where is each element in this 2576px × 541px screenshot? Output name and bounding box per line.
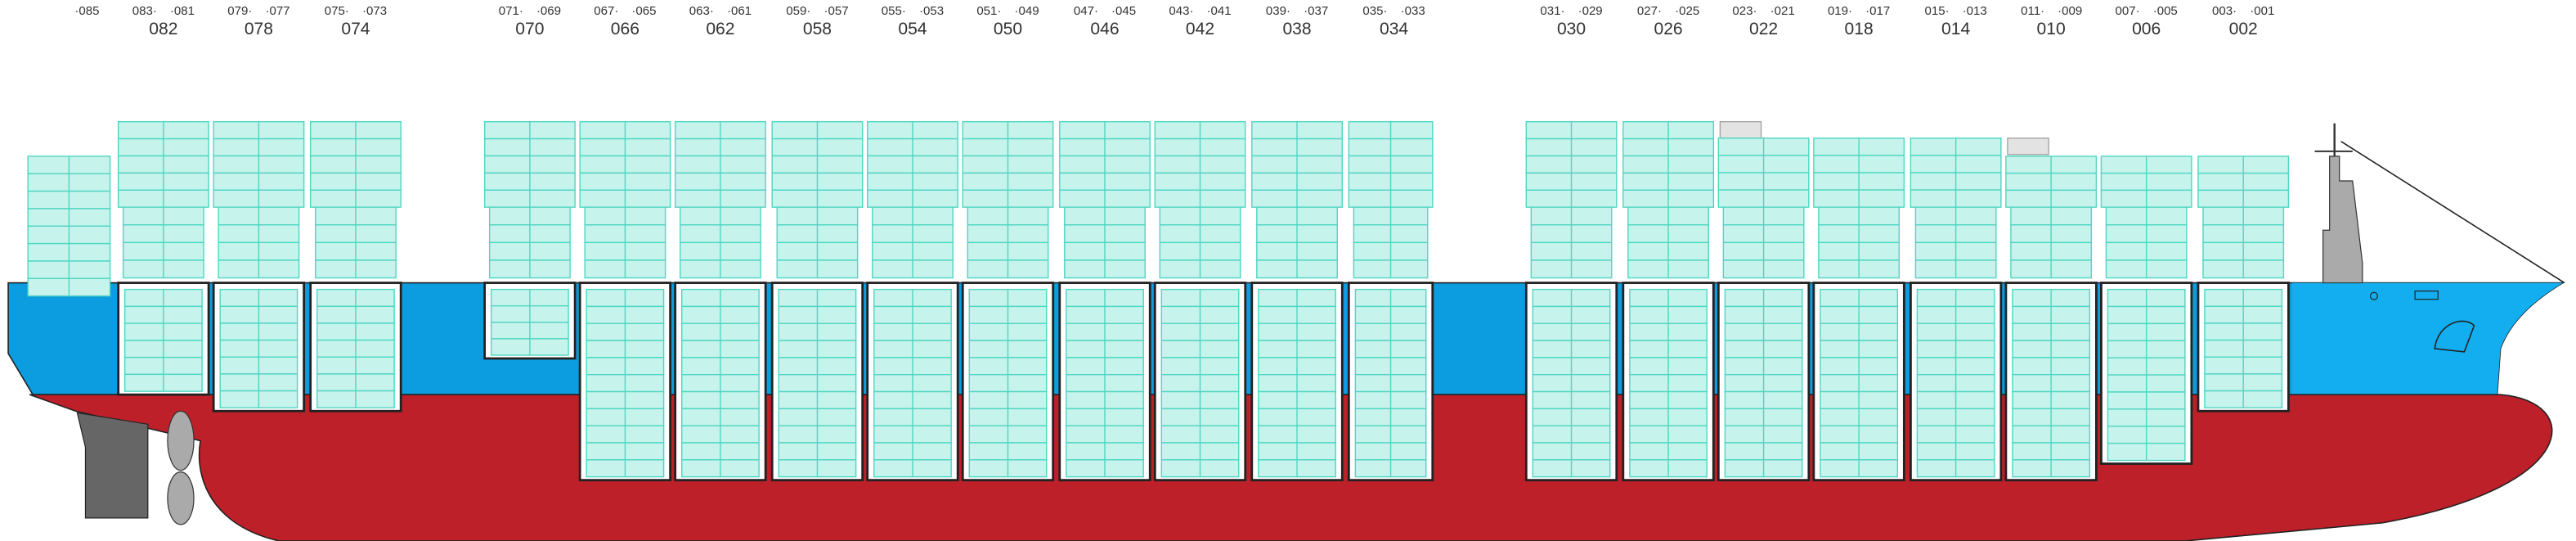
bulb-mark	[2434, 320, 2475, 353]
bay-odd-label: ·053	[919, 4, 944, 18]
bay-label: 014	[1941, 20, 1970, 38]
bay-odd-label: 059·	[786, 4, 810, 18]
bay-odd-label: ·061	[727, 4, 752, 18]
bow-mark	[2369, 291, 2378, 300]
bay-label: 082	[149, 20, 177, 38]
bay-odd-label: ·021	[1770, 4, 1795, 18]
bay-odd-label: 031·	[1540, 4, 1564, 18]
bay-odd-label: 023·	[1732, 4, 1757, 18]
bay-odd-label: 027·	[1637, 4, 1662, 18]
bay-odd-label: ·057	[824, 4, 848, 18]
forestay	[2340, 141, 2565, 284]
hull-topside-fore	[2291, 282, 2563, 395]
bay-odd-label: ·085	[74, 4, 99, 18]
bay-label: 046	[1090, 20, 1119, 38]
mast	[2322, 156, 2363, 284]
bay-label: 078	[245, 20, 273, 38]
bay-odd-label: ·049	[1015, 4, 1039, 18]
bay-odd-label: ·045	[1111, 4, 1136, 18]
bay-odd-label: 071·	[499, 4, 523, 18]
bay-label: 034	[1380, 20, 1408, 38]
bow-mark	[2414, 291, 2439, 300]
bay-label: 006	[2132, 20, 2161, 38]
bay-odd-label: ·041	[1207, 4, 1232, 18]
bay-label: 070	[515, 20, 544, 38]
bay-odd-label: ·037	[1304, 4, 1328, 18]
bay-odd-label: 055·	[882, 4, 906, 18]
hatch-cover	[2007, 138, 2049, 156]
bays: ·085 083· ·081 082 079· ·077 078 075· ·073 074 071…	[27, 4, 2290, 482]
bay-label: 042	[1186, 20, 1214, 38]
bay-label: 062	[706, 20, 734, 38]
bay-odd-label: 075·	[325, 4, 349, 18]
bay-odd-label: 067·	[594, 4, 618, 18]
bay-label: 010	[2037, 20, 2066, 38]
bay-odd-label: 035·	[1362, 4, 1387, 18]
bay-odd-label: ·001	[2250, 4, 2274, 18]
bay-label: 018	[1845, 20, 1874, 38]
bay-odd-label: 039·	[1266, 4, 1290, 18]
hatch-cover	[1719, 121, 1762, 139]
bay-odd-label: 007·	[2116, 4, 2140, 18]
bay-odd-label: ·065	[631, 4, 656, 18]
bay-odd-label: 051·	[976, 4, 1001, 18]
propeller	[167, 471, 195, 525]
bay-odd-label: ·073	[362, 4, 387, 18]
bay-label: 022	[1749, 20, 1778, 38]
bay-odd-label: ·077	[265, 4, 289, 18]
bay-odd-label: 015·	[1924, 4, 1949, 18]
bay-label: 038	[1282, 20, 1311, 38]
bay-odd-label: 011·	[2021, 4, 2044, 18]
bay-label: 074	[341, 20, 370, 38]
rudder	[76, 412, 149, 519]
bay-odd-label: ·069	[536, 4, 561, 18]
bay-label: 058	[803, 20, 832, 38]
bay-label: 030	[1557, 20, 1586, 38]
bay-odd-label: ·013	[1963, 4, 1987, 18]
bay-odd-label: ·009	[2058, 4, 2082, 18]
bay-odd-label: ·017	[1865, 4, 1890, 18]
bay-odd-label: ·081	[170, 4, 195, 18]
propeller	[167, 410, 195, 471]
bay-odd-label: 079·	[227, 4, 252, 18]
bay-odd-label: ·025	[1675, 4, 1699, 18]
bay-odd-label: ·005	[2153, 4, 2178, 18]
bay-label: 026	[1654, 20, 1682, 38]
bay-odd-label: 083·	[132, 4, 157, 18]
bay-odd-label: ·029	[1578, 4, 1603, 18]
bay-label: 002	[2229, 20, 2258, 38]
bay-odd-label: 063·	[689, 4, 714, 18]
bay-odd-label: 019·	[1828, 4, 1852, 18]
bay-odd-label: ·033	[1401, 4, 1425, 18]
bay-odd-label: 043·	[1169, 4, 1193, 18]
bay-odd-label: 003·	[2212, 4, 2237, 18]
bay-label: 050	[994, 20, 1022, 38]
bay-odd-label: 047·	[1074, 4, 1098, 18]
bay-label: 066	[611, 20, 640, 38]
bay-label: 054	[898, 20, 927, 38]
